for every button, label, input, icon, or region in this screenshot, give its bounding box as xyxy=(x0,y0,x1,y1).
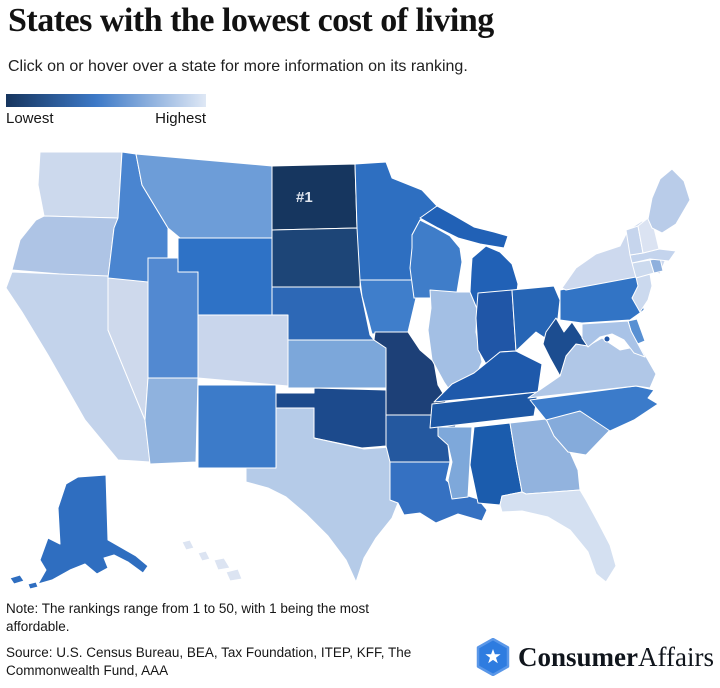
state-or[interactable]: Oregon xyxy=(11,215,119,279)
note-text: Note: The rankings range from 1 to 50, w… xyxy=(6,601,369,635)
logo-hexagon-badge xyxy=(476,638,510,676)
state-ak[interactable]: Alaska xyxy=(37,474,149,585)
state-ak[interactable]: Alaska xyxy=(27,581,39,590)
state-az[interactable]: Arizona xyxy=(144,377,199,465)
subtitle: Click on or hover over a state for more … xyxy=(8,58,468,75)
state-nm[interactable]: New Mexico xyxy=(197,384,277,469)
rank-annotation: #1 xyxy=(296,189,313,206)
source-text: Source: U.S. Census Bureau, BEA, Tax Fou… xyxy=(6,645,412,679)
state-ky[interactable]: Kentucky xyxy=(433,350,543,403)
state-sd[interactable]: South Dakota xyxy=(271,227,363,288)
state-wa[interactable]: Washington xyxy=(37,151,123,219)
state-mi[interactable]: Michigan xyxy=(419,205,509,249)
state-hi[interactable]: Hawaii xyxy=(213,557,231,571)
state-nh[interactable]: New Hampshire xyxy=(637,217,660,254)
state-wi[interactable]: Wisconsin xyxy=(409,219,463,299)
logo-wordmark: ConsumerAffairs xyxy=(518,642,714,673)
consumeraffairs-logo: ConsumerAffairs xyxy=(476,638,714,676)
state-co[interactable]: Colorado xyxy=(197,314,289,387)
state-tn[interactable]: Tennessee xyxy=(429,391,539,429)
state-ms[interactable]: Mississippi xyxy=(437,426,473,500)
page-title: States with the lowest cost of living xyxy=(8,2,494,39)
state-nd[interactable]: North Dakota xyxy=(271,163,358,231)
state-fl[interactable]: Florida xyxy=(499,489,617,583)
state-hi[interactable]: Hawaii xyxy=(225,568,243,582)
legend-gradient-bar xyxy=(6,94,206,107)
star-icon xyxy=(485,649,501,664)
state-dc[interactable]: District of Columbia xyxy=(603,335,611,343)
state-me[interactable]: Maine xyxy=(647,168,691,234)
logo-word-affairs: Affairs xyxy=(638,641,714,672)
state-hi[interactable]: Hawaii xyxy=(197,550,211,562)
state-hi[interactable]: Hawaii xyxy=(181,539,195,551)
state-ks[interactable]: Kansas xyxy=(287,339,387,389)
state-md[interactable]: Maryland xyxy=(581,320,646,358)
legend-highest-label: Highest xyxy=(155,110,206,127)
logo-word-consumer: Consumer xyxy=(518,641,639,672)
state-ut[interactable]: Utah xyxy=(147,257,199,379)
state-tx[interactable]: Texas xyxy=(245,407,399,583)
state-ak[interactable]: Alaska xyxy=(9,574,25,585)
state-nc[interactable]: North Carolina xyxy=(529,385,659,432)
color-legend: Lowest Highest xyxy=(6,94,206,127)
legend-lowest-label: Lowest xyxy=(6,110,54,127)
